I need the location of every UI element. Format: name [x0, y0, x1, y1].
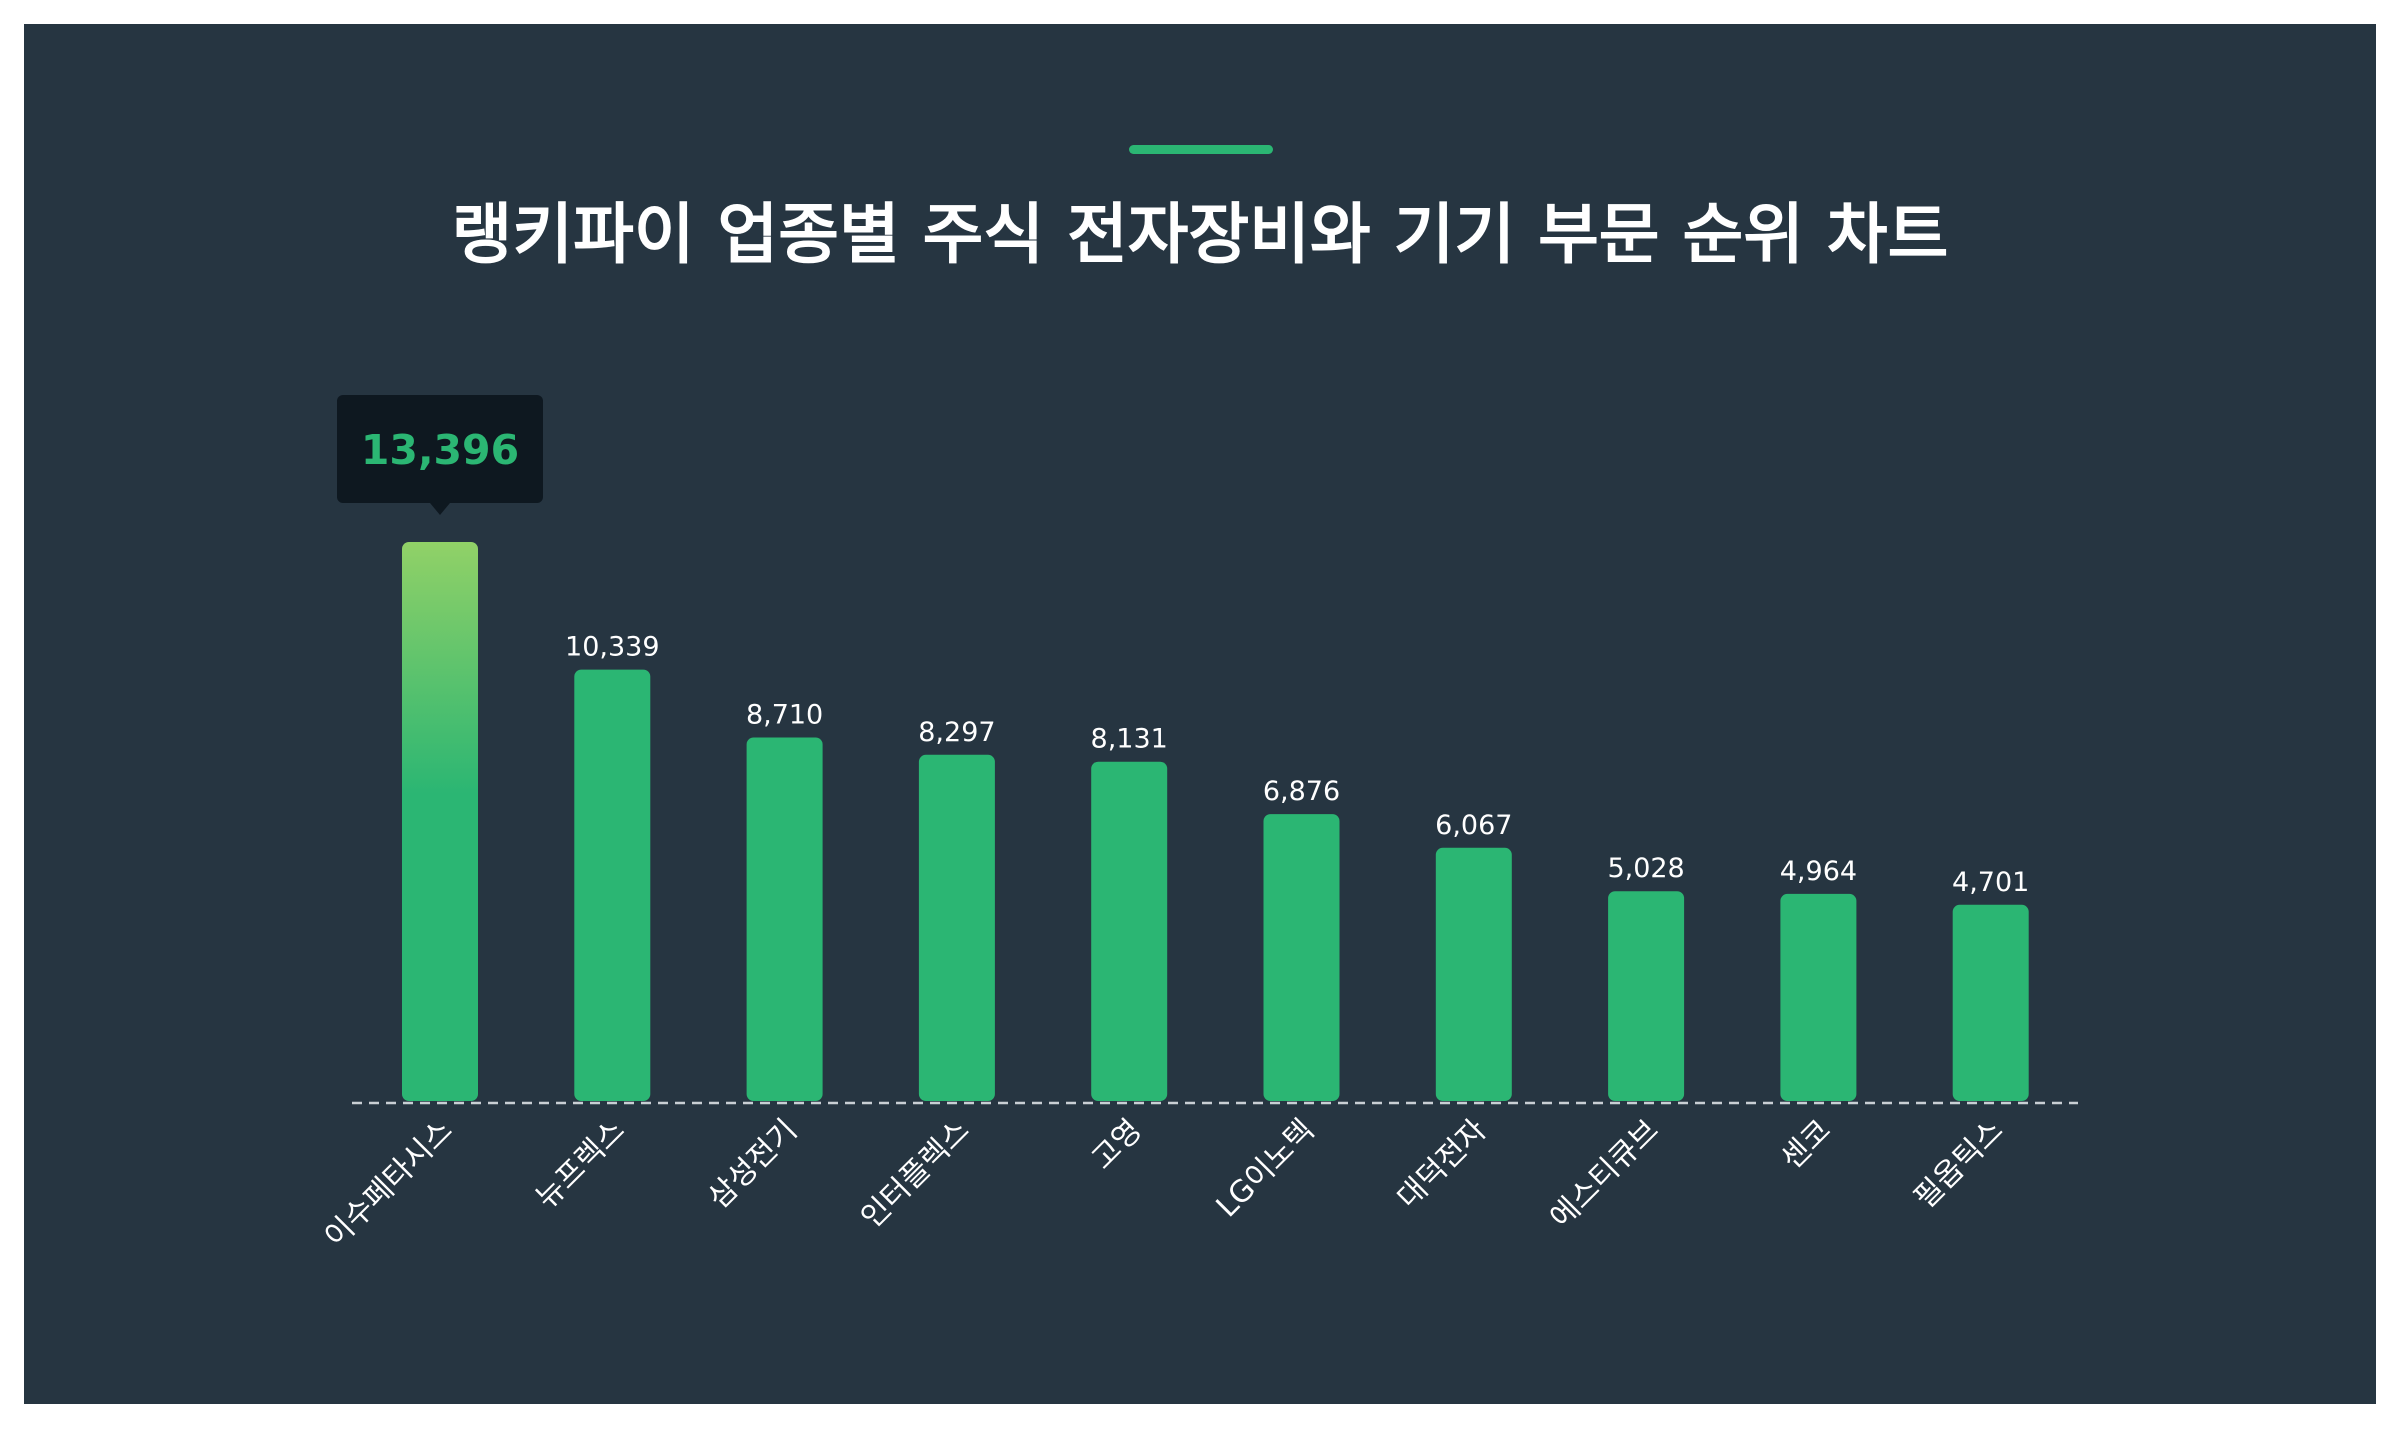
value-label-1: 13,396: [361, 426, 519, 474]
value-label-7: 6,067: [1435, 810, 1512, 841]
bar-4: [918, 754, 995, 1101]
category-label-6: LG이노텍: [1210, 1113, 1322, 1225]
bar-8: [1608, 891, 1685, 1101]
category-label-8: 에스티큐브: [1543, 1113, 1665, 1235]
bar-2: [574, 669, 651, 1101]
value-tooltip: [337, 395, 543, 503]
bar-5: [1091, 761, 1168, 1101]
value-label-6: 6,876: [1263, 776, 1340, 807]
value-label-3: 8,710: [746, 700, 823, 731]
category-label-9: 센코: [1774, 1113, 1838, 1177]
title-accent-bar: [1129, 145, 1273, 154]
bar-7: [1435, 847, 1512, 1101]
category-label-5: 고영: [1085, 1113, 1149, 1177]
bar-1: [402, 542, 478, 1101]
value-label-4: 8,297: [918, 717, 995, 748]
category-label-2: 뉴프렉스: [529, 1113, 632, 1216]
value-label-9: 4,964: [1780, 856, 1857, 887]
value-label-2: 10,339: [565, 632, 659, 663]
category-label-4: 인터플렉스: [854, 1113, 976, 1235]
category-label-10: 필옵틱스: [1908, 1113, 2011, 1216]
bar-6: [1263, 814, 1340, 1101]
chart-title: 랭키파이 업종별 주식 전자장비와 기기 부문 순위 차트: [451, 196, 1949, 273]
category-label-7: 대덕전자: [1391, 1113, 1494, 1216]
bar-10: [1952, 904, 2029, 1101]
category-label-3: 삼성전기: [701, 1113, 804, 1216]
value-label-5: 8,131: [1091, 724, 1168, 755]
bar-9: [1780, 893, 1857, 1101]
value-label-8: 5,028: [1607, 853, 1684, 884]
category-label-1: 이수페타시스: [318, 1113, 460, 1255]
tooltip-pointer: [430, 503, 450, 515]
bar-3: [746, 737, 823, 1101]
value-label-10: 4,701: [1952, 867, 2029, 898]
